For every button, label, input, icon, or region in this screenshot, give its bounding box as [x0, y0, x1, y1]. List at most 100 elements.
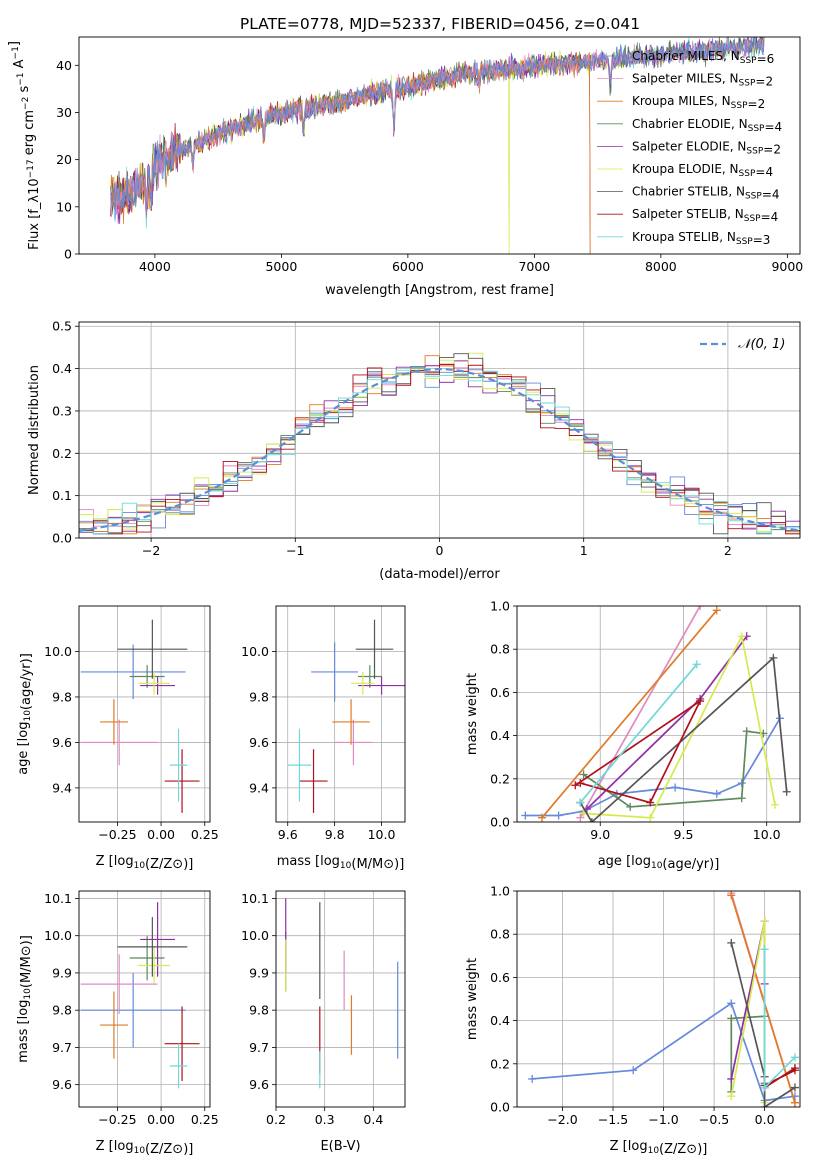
weight-marker [737, 779, 746, 788]
y-tick-label: 9.6 [52, 735, 72, 750]
mass-vs-age-panel: 9.6 9.8 10.0 9.4 9.6 9.8 10.0 mass [log10(M/M⊙)… [241, 605, 406, 872]
weight-marker [629, 1066, 638, 1075]
x-tick-label: 4000 [139, 259, 171, 274]
weight-marker [737, 794, 746, 803]
x-axis-label: Z [log10(Z/Z⊙)] [610, 1139, 708, 1157]
weight-marker [587, 818, 596, 822]
x-tick-label: 6000 [392, 259, 424, 274]
x-tick-label: −0.25 [98, 1112, 136, 1127]
weight-marker [727, 1014, 736, 1023]
x-tick-label: 0.00 [147, 827, 175, 842]
weight-marker [760, 1083, 769, 1092]
weight-line [730, 942, 796, 1107]
weight-marker [626, 802, 635, 811]
error-bars [287, 619, 405, 813]
weight-lines [521, 606, 791, 822]
x-tick-label: 0.25 [191, 1112, 219, 1127]
y-tick-label: 9.6 [249, 735, 269, 750]
axes-frame [516, 605, 801, 823]
x-axis-label: (data-model)/error [379, 567, 500, 582]
EBV-vs-mass-panel: 0.2 0.3 0.4 9.6 9.7 9.8 9.9 10.0 10.1 E(B-V) [241, 890, 406, 1154]
age-vs-weight-panel: 9.0 9.5 10.0 0.0 0.2 0.4 0.6 0.8 1.0 age [log10(a… [465, 599, 801, 872]
spectrum-line [110, 37, 765, 218]
x-tick-label: 10.0 [753, 827, 781, 842]
y-tick-label: 9.6 [52, 1077, 72, 1092]
y-tick-label: 0.3 [52, 403, 72, 418]
weight-marker [696, 606, 705, 610]
y-tick-label: 10.0 [241, 928, 269, 943]
weight-line [541, 609, 718, 819]
y-axis-label: mass weight [465, 673, 480, 755]
x-tick-label: 2 [724, 543, 732, 558]
spectrum-legend: Chabrier MILES, NSSP=6 Salpeter MILES, NS… [597, 49, 782, 247]
x-axis-label: age [log10(age/yr)] [598, 854, 720, 872]
y-tick-label: 1.0 [490, 884, 510, 899]
y-axis-label: Normed distribution [27, 365, 42, 495]
x-tick-label: 0.3 [315, 1112, 335, 1127]
y-tick-label: 9.9 [249, 965, 269, 980]
weight-marker [727, 938, 736, 947]
y-tick-label: 0.8 [490, 642, 510, 657]
y-tick-label: 0.2 [490, 771, 510, 786]
axes-frame [78, 36, 801, 255]
weight-marker [646, 798, 655, 807]
y-tick-label: 10.1 [241, 891, 269, 906]
histograms [79, 352, 800, 535]
y-tick-label: 9.8 [52, 1003, 72, 1018]
y-tick-label: 10.0 [44, 644, 72, 659]
y-axis-label: mass weight [465, 958, 480, 1040]
weight-marker [790, 1053, 799, 1062]
y-tick-label: 0.8 [490, 927, 510, 942]
x-tick-label: −2.0 [547, 1112, 577, 1127]
y-tick-label: 0.2 [490, 1056, 510, 1071]
error-bars [80, 902, 200, 1089]
x-tick-label: 1 [580, 543, 588, 558]
weight-lines [528, 891, 799, 1107]
x-tick-label: 0 [436, 543, 444, 558]
weight-line [574, 698, 703, 804]
x-tick-label: −1 [286, 543, 304, 558]
y-tick-label: 9.8 [52, 689, 72, 704]
y-tick-label: 30 [56, 105, 72, 120]
weight-marker [769, 653, 778, 662]
legend-entry: Chabrier MILES, NSSP=6 [632, 49, 774, 66]
legend-entry: 𝒩(0, 1) [738, 337, 785, 352]
axes-frame [78, 321, 801, 539]
x-tick-label: 9.6 [278, 827, 298, 842]
x-tick-label: −1.0 [648, 1112, 678, 1127]
y-tick-label: 10.0 [241, 644, 269, 659]
normal-curve [79, 367, 800, 532]
axes-frame [78, 605, 211, 823]
y-tick-label: 9.8 [249, 1003, 269, 1018]
legend-entry: Chabrier STELIB, NSSP=4 [632, 185, 780, 202]
weight-marker [771, 800, 780, 809]
x-tick-label: 0.2 [266, 1112, 286, 1127]
x-tick-label: 0.0 [755, 1112, 775, 1127]
y-tick-label: 0.2 [52, 446, 72, 461]
y-tick-label: 0.4 [52, 361, 72, 376]
weight-marker [521, 811, 530, 820]
x-tick-label: 9000 [771, 259, 803, 274]
weight-marker [760, 1103, 769, 1107]
x-axis-label: wavelength [Angstrom, rest frame] [325, 283, 554, 298]
y-tick-label: 0.4 [490, 728, 510, 743]
y-axis-label: mass [log10(M/M⊙)] [16, 935, 34, 1063]
spectrum-lines [110, 37, 765, 254]
y-tick-label: 10.1 [44, 891, 72, 906]
x-tick-label: 0.25 [191, 827, 219, 842]
x-axis-label: mass [log10(M/M⊙)] [277, 854, 405, 872]
figure-title: PLATE=0778, MJD=52337, FIBERID=0456, z=0… [240, 15, 640, 33]
legend-entry: Salpeter MILES, NSSP=2 [632, 72, 773, 89]
Z-vs-weight-panel: −2.0 −1.5 −1.0 −0.5 0.0 0.0 0.2 0.4 0.6 0.8 1.0 Z [… [465, 884, 801, 1157]
Z-vs-mass-panel: −0.25 0.00 0.25 9.6 9.7 9.8 9.9 10.0 10.1 Z [log1… [16, 890, 219, 1157]
weight-marker [712, 789, 721, 798]
weight-line [525, 717, 781, 817]
y-tick-label: 10 [56, 199, 72, 214]
legend-entry: Chabrier ELODIE, NSSP=4 [632, 117, 782, 134]
weight-marker [760, 917, 769, 926]
error-bars [285, 898, 399, 1089]
weight-marker [537, 813, 546, 822]
x-axis-label: Z [log10(Z/Z⊙)] [96, 1139, 194, 1157]
y-tick-label: 9.7 [52, 1040, 72, 1055]
